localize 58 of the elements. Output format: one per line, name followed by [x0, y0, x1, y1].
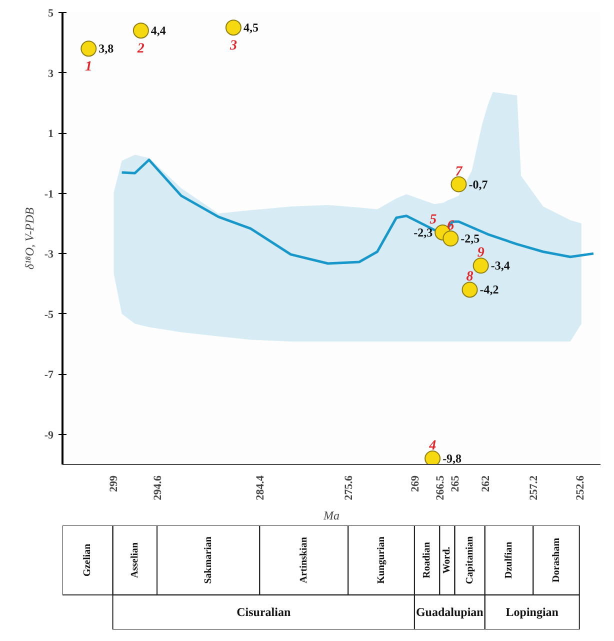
annotation: 2	[136, 42, 144, 57]
point	[132, 22, 149, 39]
text: Artinskian	[298, 536, 310, 584]
data-label: 3,8	[98, 42, 114, 56]
y-tick-label: -1	[44, 188, 54, 200]
point	[80, 40, 97, 57]
annotation: 3	[228, 38, 237, 54]
annotation: 7	[455, 164, 464, 180]
data-label: 4,4	[150, 24, 166, 38]
x-tick-label: 294.6	[152, 475, 164, 500]
x-tick-label: 284.4	[254, 475, 267, 500]
y-axis-title: δ¹⁸O, V-PDB	[22, 206, 36, 270]
x-tick-label: 275.6	[343, 475, 356, 500]
annotation: 8	[466, 270, 474, 285]
text: Sakmarian	[202, 536, 214, 584]
data-label: -9,8	[442, 451, 462, 466]
x-tick-label: 262	[480, 475, 492, 492]
x-tick-label: 269	[409, 475, 422, 492]
y-tick-label: 3	[48, 68, 54, 80]
y-tick-label: -3	[44, 248, 54, 261]
text: Dorasham	[550, 537, 562, 582]
text: Dzulfian	[503, 541, 514, 578]
text: Capitanian	[464, 536, 476, 584]
point	[225, 20, 242, 36]
data-label: 4,5	[243, 20, 258, 35]
data-label: -2,3	[414, 225, 433, 240]
text: Kungurian	[376, 536, 387, 584]
y-tick-label: 5	[48, 8, 54, 20]
text: Roadian	[422, 542, 433, 578]
point	[472, 258, 489, 274]
point	[442, 230, 459, 246]
text: Word.	[442, 546, 453, 574]
y-tick-label: -9	[44, 429, 54, 442]
y-tick-label: -5	[44, 308, 54, 321]
x-tick-label: 266.5	[434, 475, 447, 500]
annotation: 4	[428, 438, 436, 454]
text: Gzelian	[82, 543, 94, 577]
annotation: 9	[477, 246, 484, 261]
data-label: -3,4	[490, 258, 510, 273]
text: Cisuralian	[236, 605, 291, 620]
annotation: 1	[85, 60, 92, 75]
text: Guadalupian	[416, 605, 484, 620]
text: Lopingian	[506, 605, 559, 620]
x-tick-label: 252.6	[574, 475, 586, 500]
x-tick-label: 265	[450, 475, 462, 492]
text: Asselian	[129, 542, 140, 578]
y-tick-label: -7	[44, 369, 54, 382]
x-tick-label: 257.2	[528, 475, 540, 500]
y-tick-label: 1	[48, 128, 54, 140]
point	[450, 176, 467, 192]
x-tick-label: 299	[108, 475, 120, 492]
data-label: -0,7	[468, 177, 488, 192]
point	[424, 450, 441, 464]
data-label: -4,2	[480, 282, 499, 297]
point	[462, 282, 478, 298]
x-axis-title: Ma	[322, 508, 340, 522]
annotation: 5	[430, 212, 437, 228]
data-label: -2,5	[460, 232, 480, 246]
